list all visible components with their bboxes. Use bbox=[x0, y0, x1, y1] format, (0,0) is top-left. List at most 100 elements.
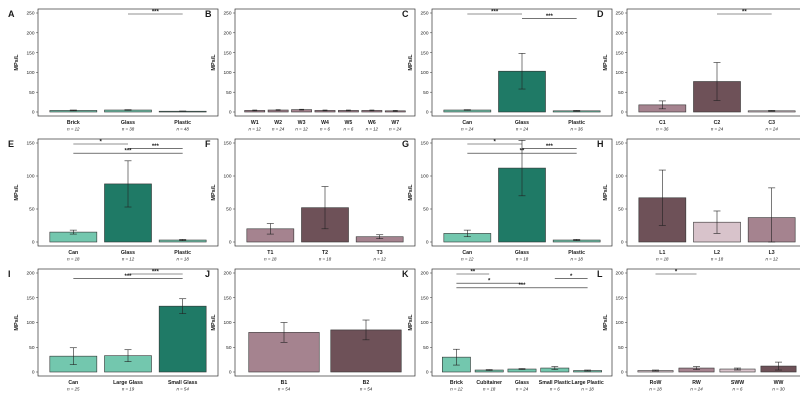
y-tick-label: 200 bbox=[615, 31, 623, 37]
sample-size-label: n = 12 bbox=[461, 257, 474, 262]
y-tick-label: 200 bbox=[26, 31, 34, 37]
sample-size-label: n = 12 bbox=[450, 387, 463, 392]
x-category-label: W5 bbox=[345, 120, 353, 126]
y-tick-label: 100 bbox=[615, 320, 623, 326]
y-tick-label: 0 bbox=[229, 110, 232, 116]
panel-letter: J bbox=[205, 269, 210, 279]
sample-size-label: n = 24 bbox=[461, 127, 474, 132]
y-axis-label: MPs/L bbox=[603, 54, 609, 71]
y-tick-label: 200 bbox=[223, 271, 231, 277]
significance-label: *** bbox=[491, 9, 499, 15]
sample-size-label: n = 12 bbox=[373, 257, 386, 262]
x-category-label: Plastic bbox=[174, 120, 191, 126]
y-axis-label: MPs/L bbox=[408, 184, 414, 201]
significance-label: ** bbox=[470, 269, 475, 275]
y-tick-label: 150 bbox=[223, 295, 231, 301]
x-category-label: T2 bbox=[322, 250, 328, 256]
sample-size-label: n = 24 bbox=[690, 387, 703, 392]
x-category-label: RoW bbox=[650, 380, 662, 386]
sample-size-label: n = 18 bbox=[581, 387, 594, 392]
sample-size-label: n = 24 bbox=[516, 127, 529, 132]
x-category-label: L3 bbox=[769, 250, 775, 256]
sample-size-label: n = 36 bbox=[570, 127, 583, 132]
sample-size-label: n = 25 bbox=[67, 387, 80, 392]
x-category-label: Can bbox=[462, 250, 472, 256]
significance-label: *** bbox=[546, 14, 554, 20]
sample-size-label: n = 24 bbox=[711, 127, 724, 132]
sample-size-label: n = 18 bbox=[319, 257, 332, 262]
plot-frame bbox=[626, 268, 800, 377]
significance-label: *** bbox=[152, 9, 160, 15]
sample-size-label: n = 18 bbox=[570, 257, 583, 262]
y-tick-label: 50 bbox=[29, 90, 35, 96]
bar bbox=[158, 305, 207, 373]
y-tick-label: 0 bbox=[426, 240, 429, 246]
y-tick-label: 50 bbox=[618, 345, 624, 351]
y-tick-label: 200 bbox=[420, 31, 428, 37]
x-category-label: Brick bbox=[67, 120, 80, 126]
significance-label: * bbox=[493, 139, 496, 145]
y-tick-label: 100 bbox=[420, 174, 428, 180]
y-tick-label: 100 bbox=[26, 174, 34, 180]
y-tick-label: 100 bbox=[223, 70, 231, 76]
sample-size-label: n = 12 bbox=[765, 257, 778, 262]
y-tick-label: 250 bbox=[26, 11, 34, 17]
y-axis-label: MPs/L bbox=[211, 184, 217, 201]
significance-label: * bbox=[488, 279, 491, 285]
significance-label: *** bbox=[546, 144, 554, 150]
sample-size-label: n = 18 bbox=[483, 387, 496, 392]
x-category-label: Small Plastic bbox=[539, 380, 571, 386]
sample-size-label: n = 18 bbox=[67, 257, 80, 262]
x-category-label: W7 bbox=[391, 120, 399, 126]
x-category-label: Cubitainer bbox=[476, 380, 502, 386]
x-category-label: T3 bbox=[377, 250, 383, 256]
x-category-label: WW bbox=[774, 380, 784, 386]
significance-label: *** bbox=[152, 269, 160, 275]
x-category-label: Glass bbox=[121, 250, 135, 256]
sample-size-label: n = 24 bbox=[516, 387, 529, 392]
sample-size-label: n = 12 bbox=[295, 127, 308, 132]
y-tick-label: 50 bbox=[226, 90, 232, 96]
significance-label: ** bbox=[742, 9, 747, 15]
x-category-label: L1 bbox=[659, 250, 665, 256]
y-axis-label: MPs/L bbox=[211, 54, 217, 71]
y-tick-label: 200 bbox=[420, 271, 428, 277]
sample-size-label: n = 12 bbox=[67, 127, 80, 132]
y-tick-label: 50 bbox=[423, 90, 429, 96]
y-tick-label: 150 bbox=[615, 50, 623, 56]
x-category-label: Plastic bbox=[568, 250, 585, 256]
y-tick-label: 100 bbox=[223, 174, 231, 180]
y-tick-label: 100 bbox=[420, 70, 428, 76]
y-tick-label: 150 bbox=[615, 295, 623, 301]
panel-letter: D bbox=[597, 9, 604, 19]
panel-letter: H bbox=[597, 139, 604, 149]
y-axis-label: MPs/L bbox=[14, 314, 20, 331]
y-axis-label: MPs/L bbox=[603, 314, 609, 331]
x-category-label: Can bbox=[68, 380, 78, 386]
x-category-label: Large Plastic bbox=[571, 380, 603, 386]
y-tick-label: 0 bbox=[426, 370, 429, 376]
sample-size-label: n = 54 bbox=[278, 387, 291, 392]
x-category-label: Brick bbox=[450, 380, 463, 386]
sample-size-label: n = 6 bbox=[733, 387, 743, 392]
x-category-label: W4 bbox=[321, 120, 329, 126]
panel-letter: F bbox=[205, 139, 211, 149]
y-tick-label: 200 bbox=[26, 271, 34, 277]
x-category-label: RW bbox=[692, 380, 701, 386]
x-category-label: B1 bbox=[281, 380, 288, 386]
y-tick-label: 50 bbox=[29, 345, 35, 351]
y-tick-label: 50 bbox=[226, 207, 232, 213]
sample-size-label: n = 48 bbox=[176, 127, 189, 132]
panel-letter: G bbox=[402, 139, 409, 149]
panel-letter: K bbox=[402, 269, 409, 279]
y-tick-label: 50 bbox=[226, 345, 232, 351]
bar bbox=[498, 167, 546, 243]
sample-size-label: n = 30 bbox=[772, 387, 785, 392]
